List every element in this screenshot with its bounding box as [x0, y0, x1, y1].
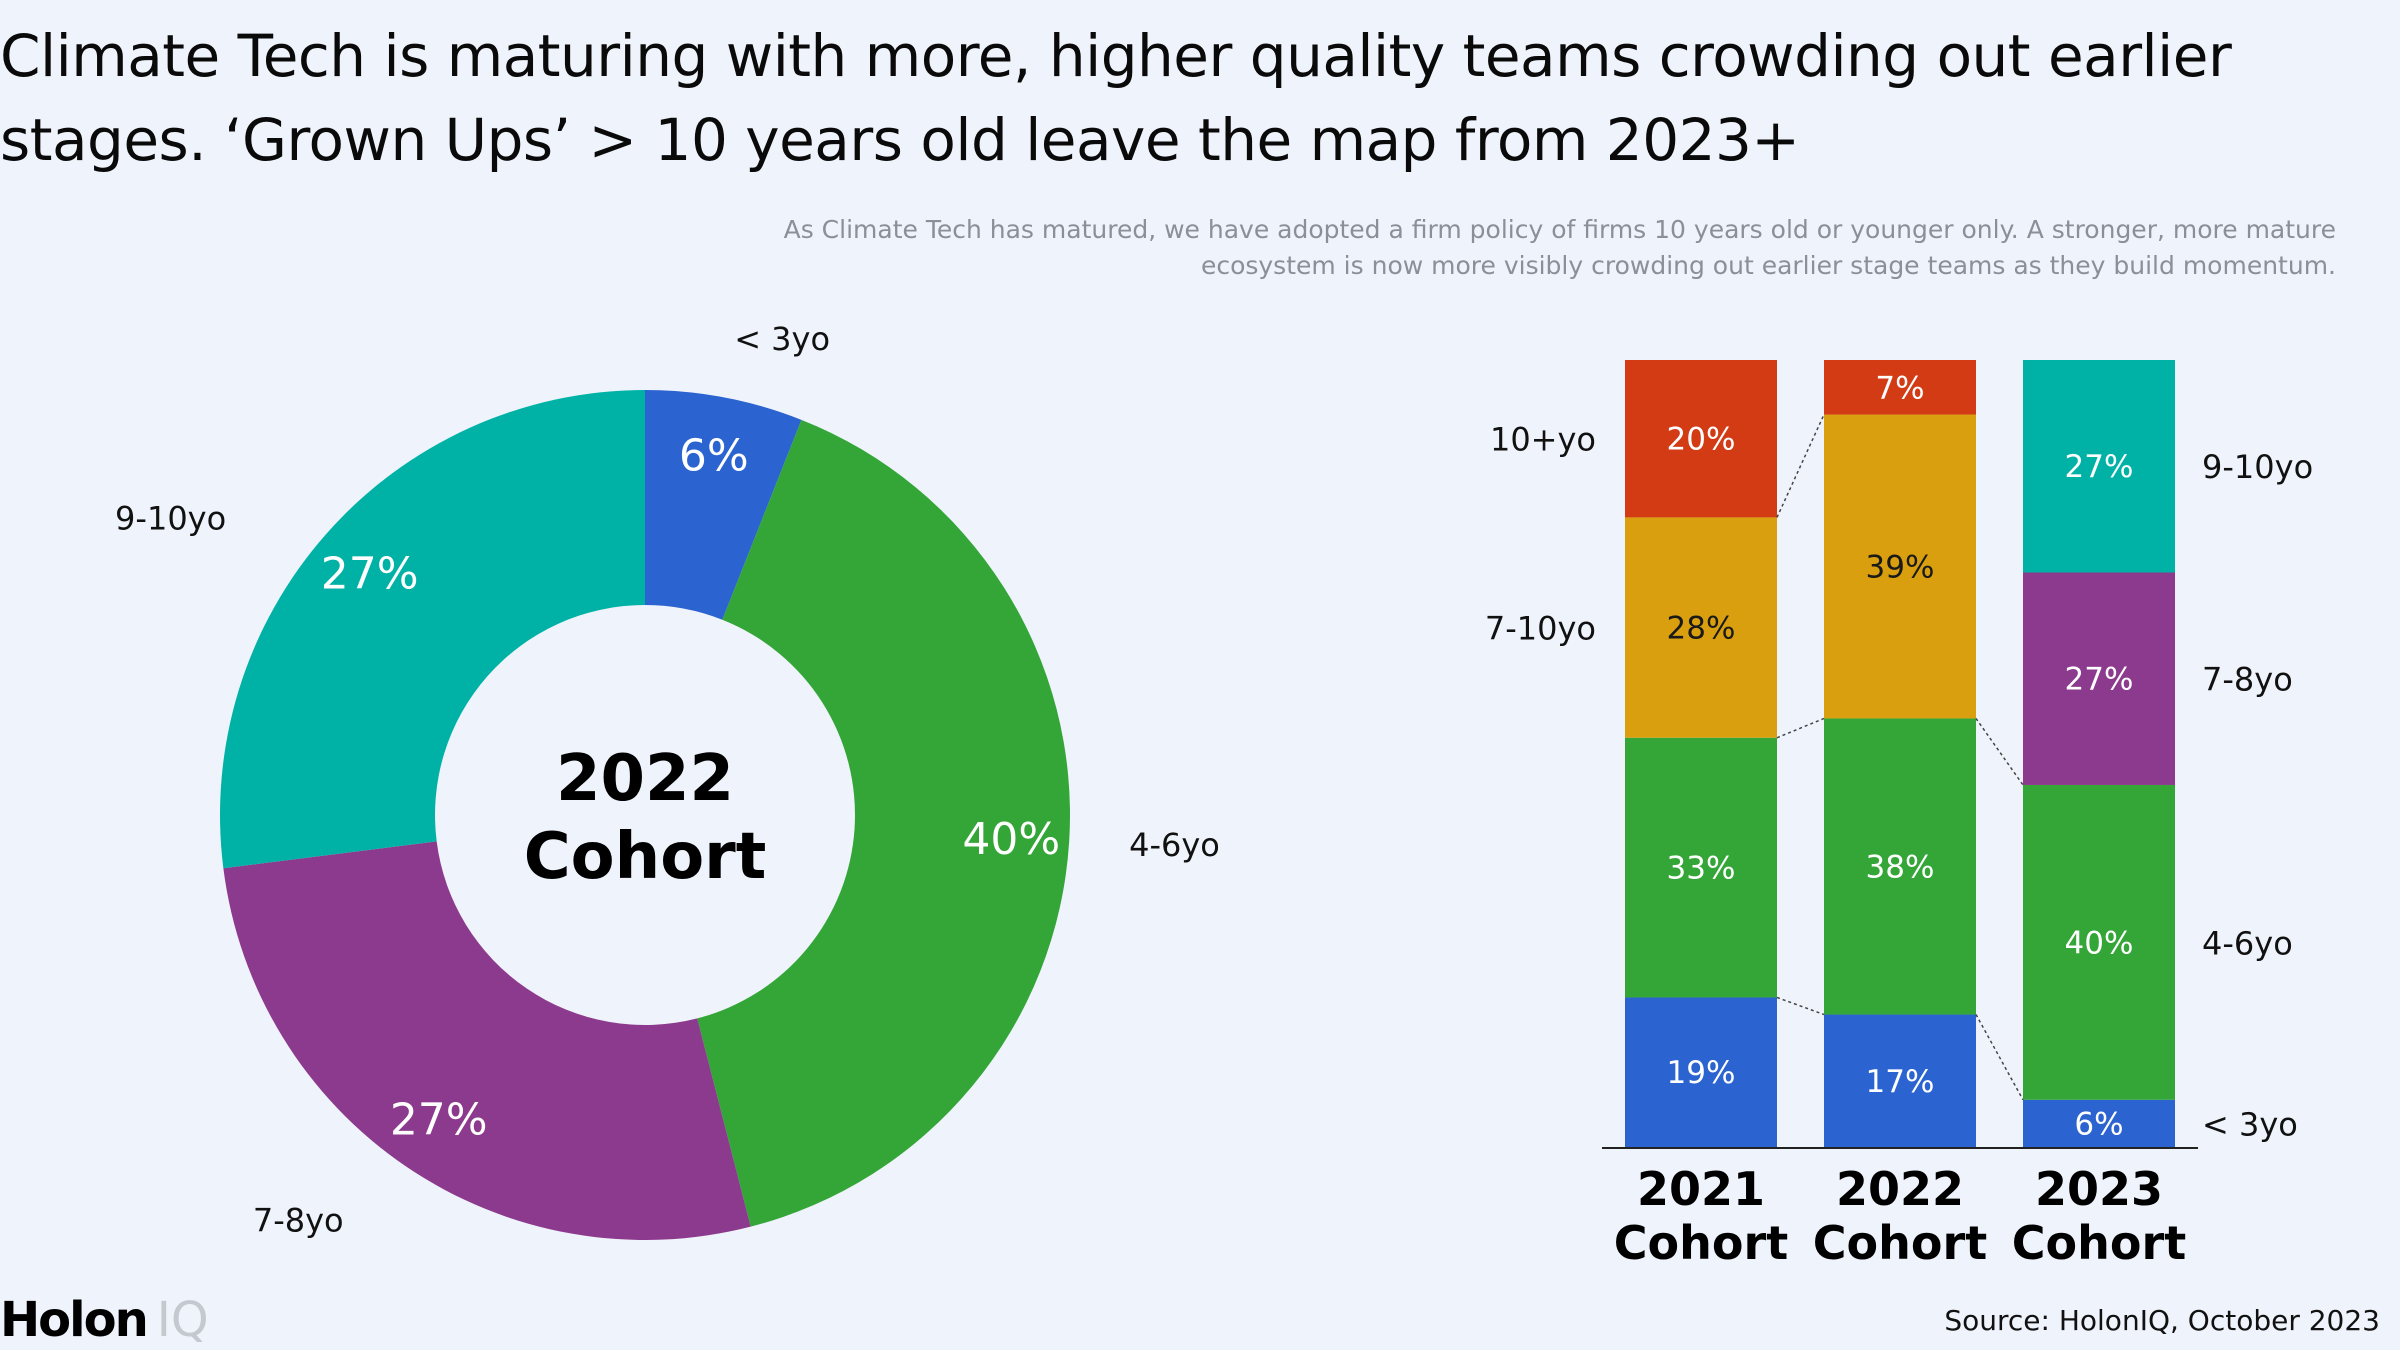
donut-slice — [645, 390, 802, 620]
bar-value-label: 33% — [1667, 851, 1736, 887]
donut-center-label: Cohort — [524, 820, 767, 894]
bar-segment — [2023, 572, 2175, 785]
page-subtitle: As Climate Tech has matured, we have ado… — [783, 215, 2336, 280]
bar-category-label: Cohort — [2012, 1216, 2186, 1270]
bar-value-label: 27% — [2065, 449, 2134, 485]
bar-connector — [1975, 718, 2024, 786]
bar-value-label: 17% — [1866, 1064, 1935, 1100]
bar-segment — [2023, 360, 2175, 573]
bar-value-label: 7% — [1875, 370, 1924, 406]
bar-segment — [1625, 997, 1777, 1147]
bar-connector — [1776, 996, 1825, 1016]
bar-value-label: 20% — [1667, 422, 1736, 458]
bar-segment — [1824, 360, 1976, 415]
bar-category-label: Cohort — [1813, 1216, 1987, 1270]
bar-segment — [1625, 517, 1777, 738]
bar-value-label: 28% — [1667, 611, 1736, 647]
bar-value-label: 19% — [1667, 1055, 1736, 1091]
donut-value-label: 27% — [390, 1095, 488, 1146]
bar-value-label: 38% — [1866, 849, 1935, 885]
bar-category-label: 2021 — [1637, 1162, 1765, 1216]
stacked-bar-chart: 19%33%28%20%17%38%39%7%6%40%27%27%2021Co… — [1485, 360, 2313, 1270]
donut-value-label: 6% — [679, 431, 749, 482]
bar-category-label: 2022 — [1836, 1162, 1964, 1216]
bar-category-label: 2023 — [2035, 1162, 2163, 1216]
bar-value-label: 27% — [2065, 662, 2134, 698]
bar-series-label: 10+yo — [1490, 421, 1596, 459]
bar-segment — [1824, 414, 1976, 719]
donut-slice — [223, 841, 751, 1240]
donut-category-label: < 3yo — [734, 320, 830, 358]
bar-connector — [1975, 1014, 2024, 1101]
donut-slice — [697, 419, 1070, 1227]
bar-segment — [1824, 1014, 1976, 1147]
bar-value-label: 39% — [1866, 549, 1935, 585]
bar-series-label: 7-10yo — [1485, 610, 1596, 648]
bar-segment — [2023, 784, 2175, 1100]
bar-connector — [1776, 717, 1825, 739]
donut-category-label: 7-8yo — [253, 1202, 344, 1240]
donut-value-label: 27% — [321, 548, 419, 599]
bar-series-label: 9-10yo — [2202, 448, 2313, 486]
bar-segment — [1625, 737, 1777, 998]
bar-category-label: Cohort — [1614, 1216, 1788, 1270]
bar-segment — [2023, 1099, 2175, 1147]
donut-chart: 6% < 3yo 40% 4-6yo 27% 7-8yo 27% 9-10yo 2022Coho… — [115, 320, 1220, 1240]
bar-segment — [1625, 360, 1777, 518]
bar-value-label: 40% — [2065, 925, 2134, 961]
logo-holon: Holon — [0, 1292, 149, 1348]
donut-value-label: 40% — [962, 814, 1060, 865]
bar-value-label: 6% — [2074, 1106, 2123, 1142]
holoniq-logo: Holon IQ — [0, 1292, 209, 1348]
bar-series-label: 7-8yo — [2202, 661, 2293, 699]
donut-center-label: 2022 — [556, 742, 734, 816]
bar-series-label: 4-6yo — [2202, 924, 2293, 962]
bar-series-label: < 3yo — [2202, 1105, 2298, 1143]
donut-category-label: 9-10yo — [115, 499, 226, 537]
source-note: Source: HolonIQ, October 2023 — [1944, 1304, 2380, 1337]
logo-iq: IQ — [156, 1292, 209, 1348]
page-title: Climate Tech is maturing with more, high… — [0, 22, 2232, 174]
bar-segment — [1824, 718, 1976, 1015]
donut-category-label: 4-6yo — [1129, 826, 1220, 864]
donut-slice — [220, 390, 645, 869]
bar-connector — [1776, 414, 1825, 518]
